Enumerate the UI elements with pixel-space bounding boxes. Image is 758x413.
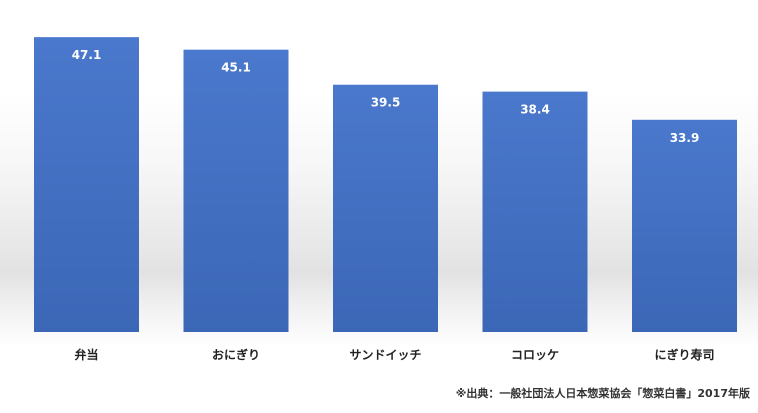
- bar-5: [632, 119, 737, 332]
- bar-1: [34, 37, 139, 333]
- data-label-1: 47.1: [72, 48, 102, 62]
- data-label-3: 39.5: [371, 96, 401, 110]
- category-label-3: サンドイッチ: [349, 348, 421, 362]
- source-note: ※出典：一般社団法人日本惣菜協会「惣菜白書」2017年版: [455, 387, 750, 400]
- data-label-4: 38.4: [520, 103, 550, 117]
- category-label-4: コロッケ: [511, 348, 559, 362]
- bar-2: [183, 49, 289, 332]
- bar-3: [333, 84, 438, 332]
- bars-group: [34, 37, 737, 333]
- category-labels-group: 弁当 おにぎり サンドイッチ コロッケ にぎり寿司: [74, 347, 714, 362]
- category-label-5: にぎり寿司: [654, 347, 714, 362]
- bar-4: [482, 91, 588, 332]
- data-labels-group: 47.1 45.1 39.5 38.4 33.9: [72, 48, 700, 145]
- data-label-2: 45.1: [221, 61, 251, 75]
- data-label-5: 33.9: [670, 131, 700, 145]
- category-label-2: おにぎり: [212, 347, 260, 362]
- category-label-1: 弁当: [74, 347, 98, 362]
